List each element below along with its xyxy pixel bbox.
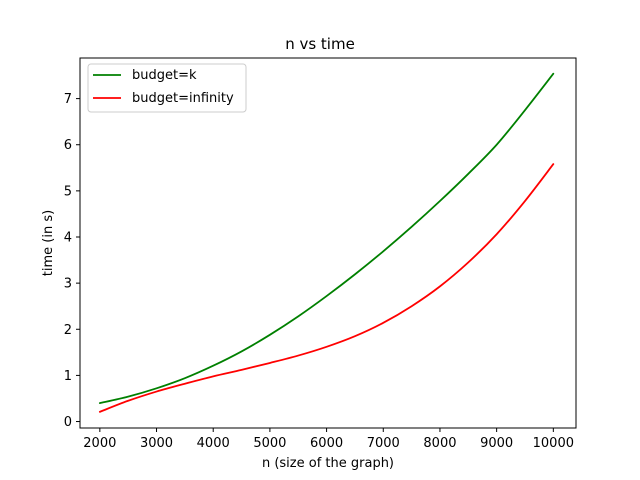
x-axis: 2000 3000 4000 5000 6000 7000 8000 9000 10000 [83, 428, 574, 451]
x-tick-label: 5000 [253, 436, 286, 451]
x-tick-label: 6000 [310, 436, 343, 451]
y-tick-label: 7 [64, 92, 72, 107]
x-tick-label: 10000 [533, 436, 574, 451]
legend-label-budget-infinity: budget=infinity [132, 91, 234, 106]
x-tick-label: 8000 [423, 436, 456, 451]
series-layer [98, 72, 555, 413]
plot-frame [79, 57, 577, 429]
y-tick-label: 6 [64, 138, 72, 153]
y-tick-label: 0 [64, 415, 72, 430]
y-tick-label: 1 [64, 369, 72, 384]
legend-label-budget-k: budget=k [132, 68, 197, 83]
x-axis-label: n (size of the graph) [262, 456, 394, 471]
y-tick-label: 4 [64, 231, 72, 246]
y-tick-label: 3 [64, 277, 72, 292]
x-tick-label: 9000 [480, 436, 513, 451]
y-axis: 0 1 2 3 4 5 6 7 [64, 92, 80, 430]
x-tick-label: 3000 [140, 436, 173, 451]
series-line-budget-k [98, 72, 555, 404]
y-tick-label: 5 [64, 184, 72, 199]
x-tick-label: 7000 [367, 436, 400, 451]
series-line-budget-infinity [98, 163, 555, 413]
legend: budget=k budget=infinity [87, 63, 247, 113]
legend-box [87, 63, 247, 113]
x-tick-label: 2000 [83, 436, 116, 451]
y-axis-label: time (in s) [41, 210, 56, 276]
y-tick-label: 2 [64, 323, 72, 338]
x-tick-label: 4000 [197, 436, 230, 451]
chart-title: n vs time [285, 35, 355, 53]
